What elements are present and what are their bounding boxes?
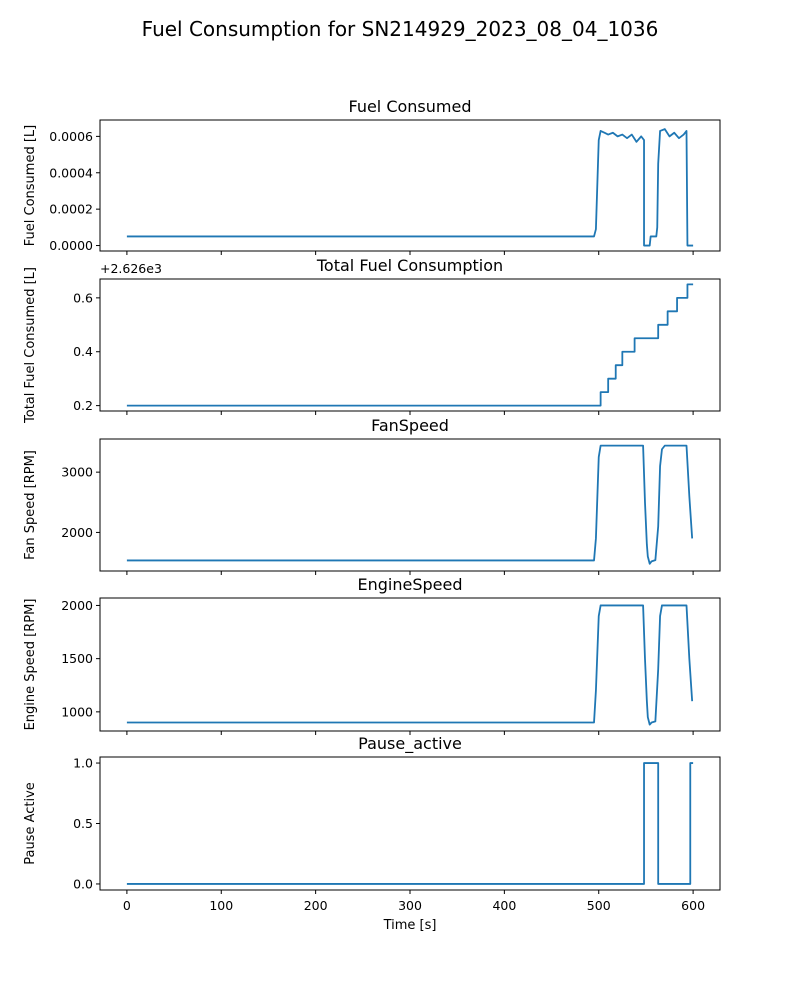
y-tick-label: 2000 <box>61 525 93 540</box>
y-axis-label: Total Fuel Consumed [L] <box>23 267 38 424</box>
x-axis-label: Time [s] <box>383 918 437 933</box>
subplot-title: EngineSpeed <box>358 575 463 594</box>
y-tick-label: 0.6 <box>73 290 93 305</box>
y-tick-label: 0.0004 <box>49 165 93 180</box>
y-tick-label: 0.0 <box>73 876 93 891</box>
y-axis-label: Engine Speed [RPM] <box>23 599 38 731</box>
series-line <box>126 444 694 565</box>
subplot-title: Fuel Consumed <box>348 97 471 116</box>
y-offset-label: +2.626e3 <box>100 261 162 276</box>
subplot-5: 0 100 200 300 400 500 600 0.0 0.5 1.0 Pause_active… <box>23 734 721 913</box>
y-tick-label: 2000 <box>61 598 93 613</box>
series-line <box>126 604 694 726</box>
subplot-title: Total Fuel Consumption <box>316 256 503 275</box>
y-tick-label: 0.0002 <box>49 202 93 217</box>
x-tick-label: 600 <box>681 898 705 913</box>
y-tick-label: 0.0006 <box>49 129 93 144</box>
y-tick-label: 0.0000 <box>49 238 93 253</box>
x-tick-label: 0 <box>123 898 131 913</box>
x-tick-label: 500 <box>587 898 611 913</box>
subplot-2: 0.2 0.4 0.6 +2.626e3 Total Fuel Consumption T… <box>23 256 721 424</box>
y-tick-label: 1000 <box>61 704 93 719</box>
y-tick-label: 0.5 <box>73 816 93 831</box>
series-line <box>126 128 694 247</box>
x-tick-label: 200 <box>304 898 328 913</box>
series-line <box>126 283 694 407</box>
series-line <box>126 762 694 885</box>
y-axis-label: Pause Active <box>23 782 38 865</box>
subplot-stack: 0.0000 0.0002 0.0004 0.0006 Fuel Consumed Fue… <box>23 97 721 913</box>
y-tick-label: 0.4 <box>73 344 93 359</box>
y-tick-label: 3000 <box>61 465 93 480</box>
y-axis-label: Fan Speed [RPM] <box>23 450 38 560</box>
x-tick-label: 300 <box>398 898 422 913</box>
subplot-1: 0.0000 0.0002 0.0004 0.0006 Fuel Consumed Fue… <box>23 97 721 255</box>
subplot-3: 2000 3000 FanSpeed Fan Speed [RPM] <box>23 416 721 575</box>
subplot-title: FanSpeed <box>371 416 449 435</box>
figure-title: Fuel Consumption for SN214929_2023_08_04… <box>142 17 659 41</box>
y-tick-label: 0.2 <box>73 398 93 413</box>
y-tick-label: 1.0 <box>73 756 93 771</box>
y-tick-label: 1500 <box>61 651 93 666</box>
subplot-4: 1000 1500 2000 EngineSpeed Engine Speed [RPM… <box>23 575 721 735</box>
y-axis-label: Fuel Consumed [L] <box>23 125 38 246</box>
x-tick-label: 400 <box>492 898 516 913</box>
subplot-title: Pause_active <box>358 734 462 754</box>
x-tick-label: 100 <box>209 898 233 913</box>
